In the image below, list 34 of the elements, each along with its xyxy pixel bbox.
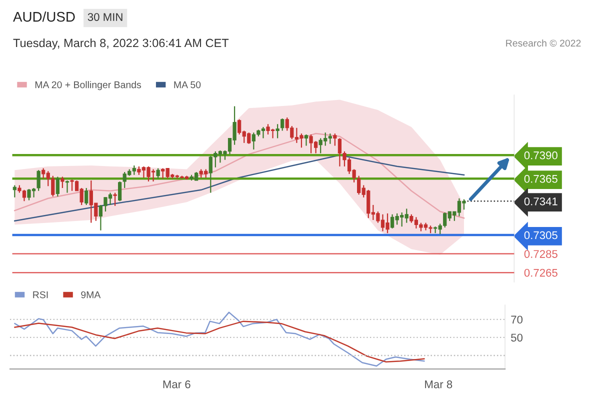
text: Research © 2022 xyxy=(506,39,581,47)
x-tick-label: Mar 8 xyxy=(425,380,452,388)
legend-label: MA 20 + Bollinger Bands xyxy=(35,81,142,90)
chart-subtitle: Tuesday, March 8, 2022 3:06:41 AM CET xyxy=(13,38,229,50)
candlestick xyxy=(84,187,88,206)
y-tick-label: 0.7390 xyxy=(524,151,558,160)
y-tick-label: 50 xyxy=(511,334,523,342)
line-series xyxy=(14,312,425,367)
line-series xyxy=(14,320,425,363)
candlestick xyxy=(118,180,122,202)
candlestick xyxy=(113,192,117,206)
chart-title: AUD/USD xyxy=(13,12,75,22)
candlestick xyxy=(56,176,60,198)
candlestick xyxy=(156,168,160,180)
y-tick-label: 70 xyxy=(511,316,523,324)
text: 30 MIN xyxy=(88,13,122,21)
legend-label: MA 50 xyxy=(174,81,201,88)
candlestick xyxy=(60,176,64,189)
y-tick-label: 0.7305 xyxy=(524,231,558,240)
legend-label: 9MA xyxy=(81,291,101,298)
candlestick xyxy=(276,124,280,139)
y-tick-label: 0.7265 xyxy=(524,268,558,277)
legend-label: RSI xyxy=(33,291,48,298)
candlestick xyxy=(65,180,70,194)
y-tick-label: 0.7341 xyxy=(524,197,558,206)
candlestick xyxy=(36,170,40,192)
candlestick xyxy=(304,134,308,146)
x-tick-label: Mar 6 xyxy=(163,380,190,388)
candlestick xyxy=(280,118,284,132)
y-tick-label: 0.7365 xyxy=(524,174,558,183)
line-series xyxy=(14,154,465,222)
candlestick xyxy=(333,132,337,146)
y-tick-label: 0.7285 xyxy=(524,250,558,258)
line-series xyxy=(14,132,465,219)
